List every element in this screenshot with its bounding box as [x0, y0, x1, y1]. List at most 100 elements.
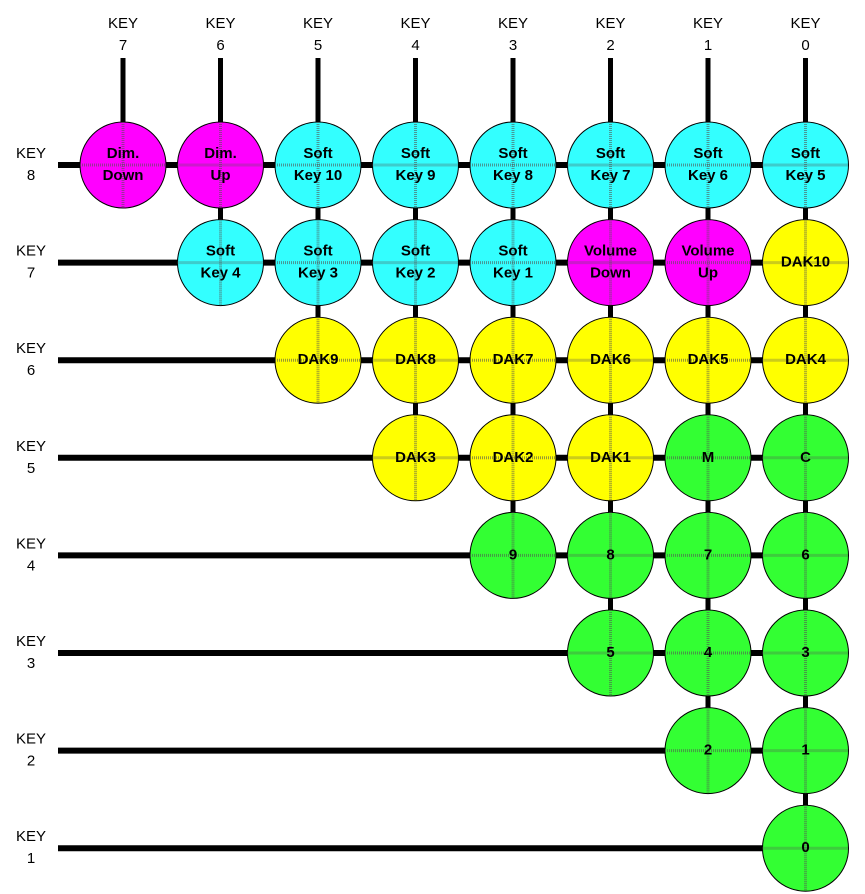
- key-node: 6: [762, 511, 849, 599]
- key-node: Volume Down: [567, 219, 654, 307]
- key-node: 1: [762, 707, 849, 795]
- row-label: KEY: [16, 535, 46, 552]
- column-label: 5: [314, 37, 322, 54]
- row-label: KEY: [16, 438, 46, 455]
- key-label: 8: [606, 546, 614, 563]
- key-node: 3: [762, 609, 849, 697]
- key-node: Soft Key 7: [567, 121, 654, 209]
- key-label: DAK5: [688, 351, 729, 368]
- column-label: KEY: [595, 15, 625, 32]
- key-label: DAK7: [493, 351, 534, 368]
- key-node: Soft Key 5: [762, 121, 849, 209]
- key-label: Soft: [401, 243, 430, 260]
- key-label: Dim.: [107, 145, 140, 162]
- key-label: Volume: [584, 243, 637, 260]
- row-label: KEY: [16, 828, 46, 845]
- key-label: Soft: [401, 145, 430, 162]
- key-node: 2: [664, 707, 752, 795]
- key-label: DAK6: [590, 351, 631, 368]
- key-node: 0: [762, 804, 849, 892]
- column-label: KEY: [108, 15, 138, 32]
- row-label: 6: [27, 362, 35, 379]
- key-node: Dim. Down: [79, 121, 167, 209]
- key-label: Up: [698, 265, 718, 282]
- column-label: KEY: [205, 15, 235, 32]
- column-label: 2: [606, 37, 614, 54]
- column-label: KEY: [303, 15, 333, 32]
- key-node: 7: [664, 511, 752, 599]
- row-label: KEY: [16, 633, 46, 650]
- key-label: 1: [801, 742, 809, 759]
- key-node: Volume Up: [664, 219, 752, 307]
- column-label: 0: [801, 37, 809, 54]
- key-label: DAK4: [785, 351, 826, 368]
- row-label: 1: [27, 850, 35, 867]
- key-node: DAK9: [274, 316, 362, 404]
- key-label: Key 5: [785, 167, 825, 184]
- key-label: Key 1: [493, 265, 533, 282]
- key-label: 7: [704, 546, 712, 563]
- row-label: 4: [27, 557, 35, 574]
- key-node: Dim. Up: [177, 121, 264, 209]
- key-node: 9: [469, 511, 557, 599]
- key-node: Soft Key 2: [372, 219, 459, 307]
- key-label: Down: [590, 265, 631, 282]
- column-label: 3: [509, 37, 517, 54]
- key-label: Soft: [498, 243, 527, 260]
- key-node: Soft Key 3: [274, 219, 362, 307]
- key-node: Soft Key 4: [177, 219, 264, 307]
- key-node: C: [762, 414, 849, 502]
- key-label: 4: [704, 644, 713, 661]
- column-label: 7: [119, 37, 127, 54]
- key-node: Soft Key 1: [469, 219, 557, 307]
- key-label: DAK10: [781, 254, 830, 271]
- key-label: Down: [103, 167, 144, 184]
- column-label: 6: [216, 37, 224, 54]
- key-label: Key 10: [294, 167, 342, 184]
- key-label: DAK3: [395, 449, 436, 466]
- key-node: DAK2: [469, 414, 557, 502]
- key-node: DAK10: [762, 219, 849, 307]
- key-label: Soft: [596, 145, 625, 162]
- row-label: KEY: [16, 731, 46, 748]
- key-label: Key 9: [395, 167, 435, 184]
- key-label: DAK2: [493, 449, 534, 466]
- key-label: Soft: [206, 243, 235, 260]
- key-label: 0: [801, 839, 809, 856]
- key-label: Soft: [303, 243, 332, 260]
- key-node: DAK7: [469, 316, 557, 404]
- row-label: KEY: [16, 145, 46, 162]
- key-node: DAK8: [372, 316, 459, 404]
- column-label: KEY: [790, 15, 820, 32]
- key-label: Soft: [498, 145, 527, 162]
- column-label: KEY: [498, 15, 528, 32]
- key-label: Soft: [303, 145, 332, 162]
- key-label: Key 6: [688, 167, 728, 184]
- key-label: Key 3: [298, 265, 338, 282]
- key-node: 4: [664, 609, 752, 697]
- key-label: Key 4: [200, 265, 241, 282]
- key-node: Soft Key 9: [372, 121, 459, 209]
- row-label: 5: [27, 460, 35, 477]
- key-node: Soft Key 8: [469, 121, 557, 209]
- row-label: 3: [27, 655, 35, 672]
- key-node: Soft Key 6: [664, 121, 752, 209]
- key-label: Key 7: [590, 167, 630, 184]
- column-label: KEY: [693, 15, 723, 32]
- row-label: KEY: [16, 340, 46, 357]
- row-label: 8: [27, 167, 35, 184]
- key-label: Soft: [791, 145, 820, 162]
- key-node: DAK6: [567, 316, 654, 404]
- key-node: DAK5: [664, 316, 752, 404]
- key-label: Key 2: [395, 265, 435, 282]
- key-node: DAK3: [372, 414, 459, 502]
- key-label: C: [800, 449, 811, 466]
- row-label: 7: [27, 265, 35, 282]
- key-label: Soft: [693, 145, 722, 162]
- key-node: 5: [567, 609, 654, 697]
- key-label: 9: [509, 546, 517, 563]
- row-label: 2: [27, 753, 35, 770]
- key-label: DAK1: [590, 449, 631, 466]
- key-label: Dim.: [204, 145, 237, 162]
